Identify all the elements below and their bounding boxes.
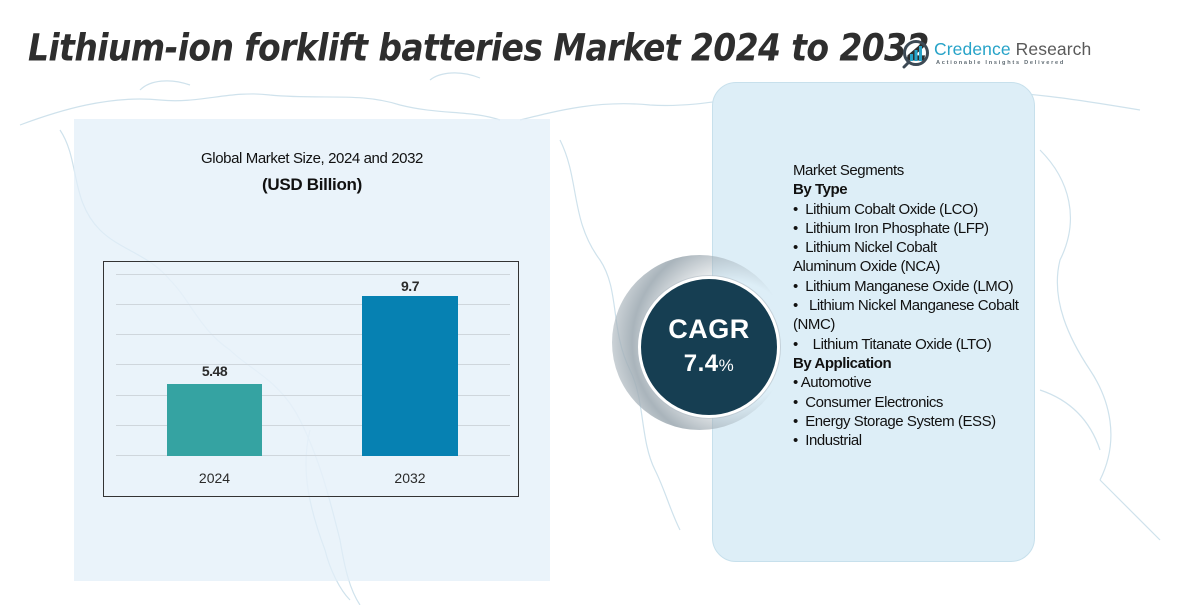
segment-item-ess: • Energy Storage System (ESS) [793, 412, 996, 430]
segment-item-nca: • Lithium Nickel Cobalt Aluminum Oxide (… [793, 239, 940, 276]
segment-item-lmo: • Lithium Manganese Oxide (LMO) [793, 277, 1014, 295]
gridline [116, 334, 510, 335]
gridline [116, 395, 510, 396]
logo-name: Credence Research [934, 39, 1091, 60]
segments-list: Market Segments By Type • Lithium Cobalt… [793, 161, 1033, 450]
bar-2032 [362, 296, 458, 456]
segment-item-nmc: • Lithium Nickel Manganese Cobalt (NMC) [793, 297, 1023, 334]
bar-chart: 5.48 9.7 2024 2032 [103, 261, 519, 497]
cagr-badge [638, 276, 780, 418]
cagr-unit: % [718, 356, 735, 375]
cagr-label: CAGR [668, 314, 750, 344]
gridline [116, 455, 510, 456]
logo-name-part1: Credence [934, 39, 1011, 59]
bar-value-2032: 9.7 [401, 278, 419, 294]
bar-2024 [167, 384, 262, 456]
bar-chart-magnifier-icon [902, 40, 929, 69]
segment-item-consumer-electronics: • Consumer Electronics [793, 393, 943, 411]
by-application-heading: By Application [793, 354, 892, 372]
by-type-heading: By Type [793, 181, 848, 199]
chart-title: Global Market Size, 2024 and 2032 [201, 150, 423, 167]
chart-unit: (USD Billion) [262, 175, 362, 194]
bar-value-2024: 5.48 [201, 363, 228, 379]
segment-item-lco: • Lithium Cobalt Oxide (LCO) [793, 200, 978, 218]
x-tick-2024: 2024 [198, 470, 231, 486]
logo-tagline: Actionable Insights Delivered [936, 60, 1066, 66]
gridline [116, 274, 510, 275]
segment-item-lto: • Lithium Titanate Oxide (LTO) [793, 335, 992, 353]
segment-item-lfp: • Lithium Iron Phosphate (LFP) [793, 219, 989, 237]
gridline [116, 425, 510, 426]
page-title: Lithium-ion forklift batteries Market 20… [28, 26, 929, 70]
segment-item-industrial: • Industrial [793, 432, 862, 450]
x-tick-2032: 2032 [394, 470, 426, 486]
cagr-value: 7.4% [638, 350, 780, 378]
logo-name-part2: Research [1010, 39, 1092, 59]
gridline [116, 364, 510, 365]
gridline [116, 304, 510, 305]
credence-research-logo[interactable]: Credence Research Actionable Insights De… [900, 38, 1091, 72]
segment-item-automotive: • Automotive [793, 374, 872, 392]
segments-heading: Market Segments [793, 162, 904, 179]
cagr-number: 7.4 [683, 350, 719, 377]
